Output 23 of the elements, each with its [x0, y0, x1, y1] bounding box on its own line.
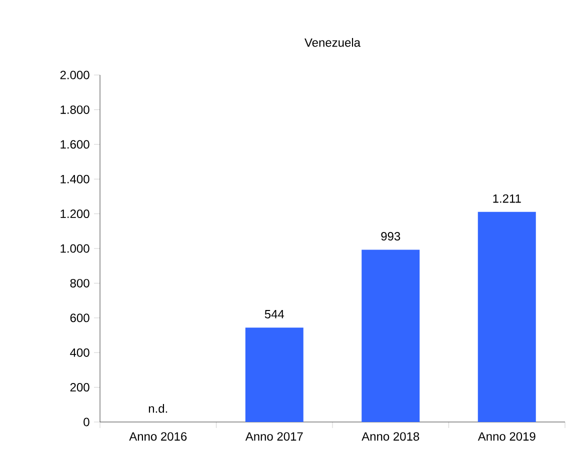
y-tick-label: 1.200 [60, 210, 90, 218]
bar [362, 250, 420, 422]
y-tick-label: 1.600 [60, 140, 90, 149]
x-tick-label: Anno 2018 [362, 432, 420, 441]
x-tick-label: Anno 2019 [478, 432, 536, 441]
x-tick-label: Anno 2017 [245, 432, 303, 441]
y-tick-label: 600 [70, 314, 90, 322]
data-label: 1.211 [493, 194, 521, 203]
data-label: 544 [264, 310, 284, 318]
data-label: 993 [381, 232, 400, 241]
chart-title: Venezuela [304, 38, 361, 47]
y-tick-label: 0 [84, 418, 90, 426]
y-tick-label: 1.000 [60, 244, 90, 253]
y-tick-label: 800 [70, 278, 90, 288]
y-tick-label: 400 [70, 348, 90, 357]
y-tick-label: 1.400 [60, 174, 90, 184]
y-tick-label: 1.800 [60, 105, 90, 114]
text: n.d. [148, 404, 168, 413]
y-tick-label: 2.000 [60, 70, 90, 80]
y-tick-label: 200 [70, 383, 90, 392]
bar [245, 328, 304, 422]
x-tick-label: Anno 2016 [129, 432, 187, 441]
bar [478, 212, 536, 422]
